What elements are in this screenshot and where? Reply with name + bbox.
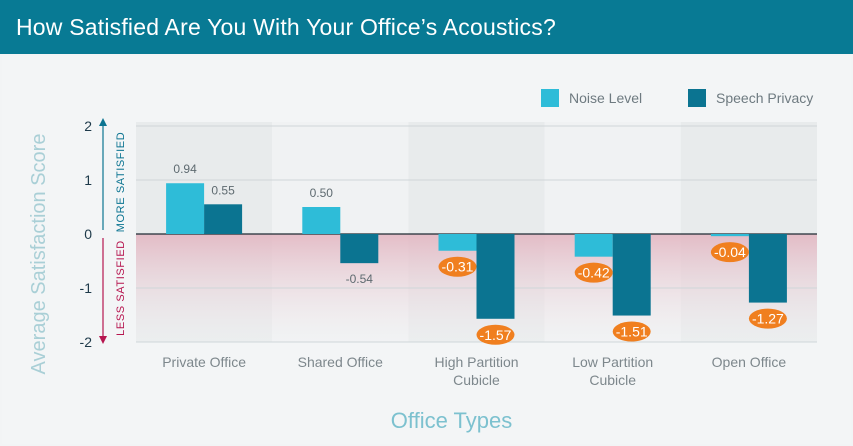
noise-level-bar xyxy=(710,234,749,237)
y-tick-label: 1 xyxy=(84,172,92,188)
value-label-highlight: -1.27 xyxy=(748,308,787,329)
value-label-highlight: -0.04 xyxy=(710,242,749,263)
noise-level-bar xyxy=(438,234,477,251)
x-axis-title: Office Types xyxy=(391,408,512,433)
highlight-badge xyxy=(612,321,651,342)
value-label: -1.27 xyxy=(752,311,784,327)
category-label: Low Partition xyxy=(572,354,653,370)
value-label-highlight: -0.42 xyxy=(574,262,613,283)
legend-swatch xyxy=(541,89,559,107)
category-label: Open Office xyxy=(712,354,787,370)
noise-level-bar xyxy=(574,234,613,257)
legend-label: Noise Level xyxy=(569,90,642,106)
category-label: Private Office xyxy=(162,354,246,370)
legend-noise-level: Noise Level xyxy=(541,89,642,107)
highlight-badge xyxy=(438,256,477,277)
y-tick-label: 2 xyxy=(84,118,92,134)
value-label-highlight: -0.31 xyxy=(438,256,477,277)
y-tick-label: -2 xyxy=(80,334,93,350)
noise-level-bar xyxy=(166,183,205,234)
chart-title-bar: How Satisfied Are You With Your Office’s… xyxy=(0,0,853,54)
value-label-highlight: -1.51 xyxy=(612,321,651,342)
legend-swatch xyxy=(688,89,706,107)
y-axis-title: Average Satisfaction Score xyxy=(28,134,50,375)
highlight-badge xyxy=(476,324,515,345)
value-label: 0.50 xyxy=(310,186,334,200)
legend-speech-privacy: Speech Privacy xyxy=(688,89,813,107)
highlight-badge xyxy=(748,308,787,329)
value-label: 0.94 xyxy=(173,162,197,176)
arrow-up-icon xyxy=(99,118,107,126)
category-label: Cubicle xyxy=(453,372,500,388)
value-label: -1.57 xyxy=(480,327,512,343)
y-tick-label: 0 xyxy=(84,226,92,242)
category-label: Shared Office xyxy=(298,354,384,370)
category-label: Cubicle xyxy=(589,372,636,388)
speech-privacy-bar xyxy=(476,234,515,319)
speech-privacy-bar xyxy=(748,234,787,303)
highlight-badge xyxy=(710,242,749,263)
highlight-badge xyxy=(574,262,613,283)
value-label-highlight: -1.57 xyxy=(476,324,515,345)
value-label: -0.54 xyxy=(346,272,374,286)
value-label: -1.51 xyxy=(616,324,648,340)
noise-level-bar xyxy=(302,207,341,234)
speech-privacy-bar xyxy=(612,234,651,316)
value-label: 0.55 xyxy=(211,183,235,197)
page-title: How Satisfied Are You With Your Office’s… xyxy=(16,14,556,40)
value-label: -0.42 xyxy=(578,265,610,281)
less-satisfied-label: LESS SATISFIED xyxy=(115,240,127,336)
y-tick-label: -1 xyxy=(80,280,93,296)
legend-label: Speech Privacy xyxy=(716,90,813,106)
arrow-down-icon xyxy=(99,336,107,344)
value-label: -0.31 xyxy=(442,259,474,275)
more-satisfied-label: MORE SATISFIED xyxy=(115,132,127,232)
speech-privacy-bar xyxy=(204,204,243,234)
value-label: -0.04 xyxy=(714,244,746,260)
speech-privacy-bar xyxy=(340,234,379,264)
category-label: High Partition xyxy=(434,354,518,370)
